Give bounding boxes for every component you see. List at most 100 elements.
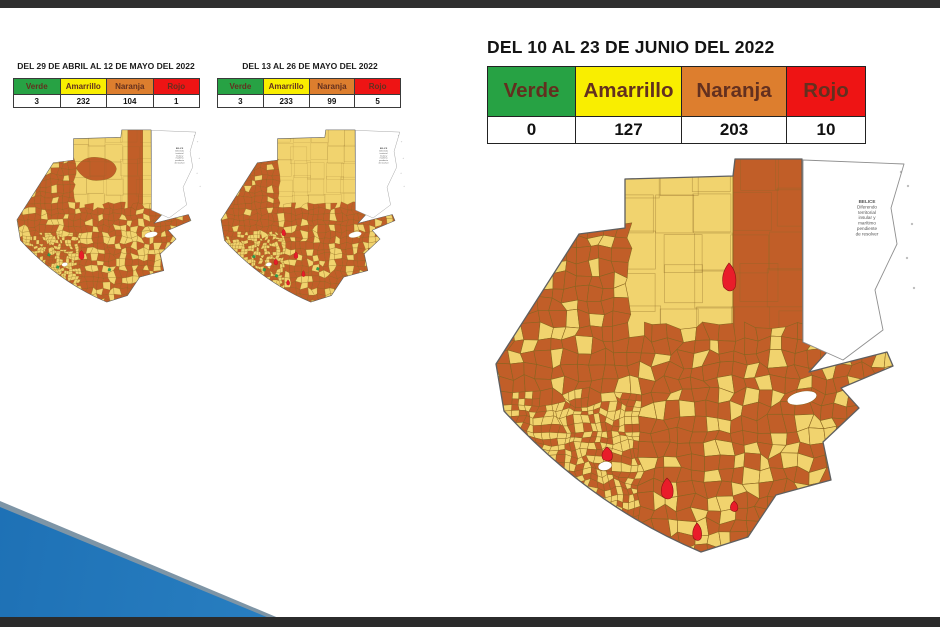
- green-alert-municipality: [316, 267, 320, 271]
- belize-note-text: pendiente: [175, 159, 185, 162]
- belize-island-dot: [193, 135, 195, 137]
- guatemala-outline: [220, 129, 396, 303]
- belize-island-dot: [198, 157, 200, 159]
- map2-alert-table: Verde Amarrillo Naranja Rojo 3 233 99 5: [217, 78, 401, 108]
- map1-title: DEL 29 DE ABRIL AL 12 DE MAYO DEL 2022: [17, 61, 195, 71]
- belize-note-text: insular y: [858, 215, 876, 220]
- map2-title: DEL 13 AL 26 DE MAYO DEL 2022: [242, 61, 378, 71]
- lake: [61, 262, 68, 267]
- belize-note-text: BELICE: [859, 199, 876, 204]
- map2-value-row: 3 233 99 5: [217, 94, 401, 108]
- belize-outline: [355, 130, 400, 219]
- red-alert-municipality: [661, 477, 674, 500]
- red-alert-municipality: [293, 251, 299, 259]
- belize-note-text: marítimo: [858, 221, 876, 226]
- map3-value-row: 0 127 203 10: [487, 116, 866, 144]
- lake: [787, 390, 817, 406]
- map1-count-rojo: 1: [152, 94, 200, 108]
- top-border-bar: [0, 0, 940, 8]
- guatemala-outline: [16, 129, 192, 303]
- map3-header-row: Verde Amarrillo Naranja Rojo: [487, 66, 866, 117]
- belize-outline: [151, 130, 196, 219]
- belize-note-text: insular y: [380, 155, 387, 157]
- belize-note-text: de resolver: [379, 162, 389, 164]
- red-alert-municipality: [601, 446, 613, 462]
- belize-note-text: Diferendo: [379, 151, 389, 153]
- belize-note-text: territorial: [858, 210, 876, 215]
- green-alert-municipality: [107, 267, 112, 272]
- map2-header-amarillo: Amarrillo: [262, 78, 310, 95]
- map3-count-naranja: 203: [681, 116, 787, 144]
- map2-count-naranja: 99: [308, 94, 356, 108]
- map3-alert-table: Verde Amarrillo Naranja Rojo 0 127 203 1…: [487, 66, 866, 144]
- map2-count-rojo: 5: [354, 94, 401, 108]
- map1-count-verde: 3: [13, 94, 61, 108]
- red-alert-municipality: [692, 522, 702, 541]
- belize-note-text: pendiente: [857, 226, 878, 231]
- belize-note-text: insular y: [176, 155, 183, 157]
- green-alert-municipality: [274, 274, 279, 278]
- belize-note-text: pendiente: [379, 159, 389, 162]
- map3-header-naranja: Naranja: [681, 66, 787, 117]
- belize-note-text: de resolver: [856, 231, 879, 236]
- belize-island-dot: [905, 256, 909, 260]
- map3-header-verde-label: Verde: [503, 79, 560, 103]
- belize-island-dot: [401, 141, 403, 143]
- map2-count-verde: 3: [217, 94, 264, 108]
- map1-header-amarillo: Amarrillo: [59, 78, 107, 95]
- belize-note-text: marítimo: [176, 157, 185, 160]
- map3-header-naranja-label: Naranja: [696, 79, 772, 103]
- red-alert-municipality: [281, 228, 286, 236]
- bottom-border-bar: [0, 617, 940, 627]
- belize-island-dot: [197, 141, 199, 143]
- belize-note-text: Diferendo: [175, 151, 185, 153]
- red-alert-municipality: [273, 258, 278, 266]
- green-alert-municipality: [47, 253, 51, 257]
- map3-header-rojo-label: Rojo: [803, 79, 849, 103]
- lake: [265, 262, 272, 267]
- belize-island-dot: [402, 157, 404, 159]
- map2-header-row: Verde Amarrillo Naranja Rojo: [217, 78, 401, 95]
- map3-header-amarillo: Amarrillo: [575, 66, 682, 117]
- belize-island-dot: [403, 185, 405, 187]
- green-alert-municipality: [262, 267, 267, 272]
- map2-count-amarillo: 233: [262, 94, 310, 108]
- belize-note-text: territorial: [380, 152, 388, 155]
- map1-header-verde: Verde: [13, 78, 61, 95]
- green-alert-municipality: [252, 254, 256, 259]
- lake: [144, 231, 158, 238]
- belize-note-text: BELICE: [380, 148, 388, 150]
- red-alert-municipality: [722, 262, 737, 292]
- belize-island-dot: [196, 172, 198, 174]
- belize-note-text: territorial: [176, 152, 184, 155]
- belize-island-dot: [899, 170, 903, 174]
- map1-alert-table: Verde Amarrillo Naranja Rojo 3 232 104 1: [13, 78, 200, 108]
- map3-count-verde: 0: [487, 116, 576, 144]
- belize-note-text: Diferendo: [857, 204, 877, 209]
- map1-header-row: Verde Amarrillo Naranja Rojo: [13, 78, 200, 95]
- red-alert-municipality: [301, 270, 306, 277]
- map2-header-naranja: Naranja: [308, 78, 356, 95]
- belize-island-dot: [397, 135, 399, 137]
- belize-note-text: marítimo: [380, 157, 389, 160]
- map1-count-amarillo: 232: [59, 94, 107, 108]
- red-alert-municipality: [730, 500, 739, 512]
- belize-island-dot: [906, 184, 910, 188]
- map2-header-rojo: Rojo: [354, 78, 401, 95]
- map3-header-amarillo-label: Amarrillo: [583, 79, 674, 103]
- green-alert-municipality: [55, 265, 60, 269]
- belize-note-text: de resolver: [175, 162, 185, 164]
- belize-island-dot: [199, 185, 201, 187]
- map2-header-verde: Verde: [217, 78, 264, 95]
- map1-value-row: 3 232 104 1: [13, 94, 200, 108]
- map3-title: DEL 10 AL 23 DE JUNIO DEL 2022: [487, 37, 775, 57]
- map3-count-rojo: 10: [786, 116, 866, 144]
- belize-island-dot: [912, 286, 916, 290]
- map3-header-verde: Verde: [487, 66, 576, 117]
- guatemala-outline: [495, 158, 894, 553]
- red-alert-municipality: [78, 250, 85, 260]
